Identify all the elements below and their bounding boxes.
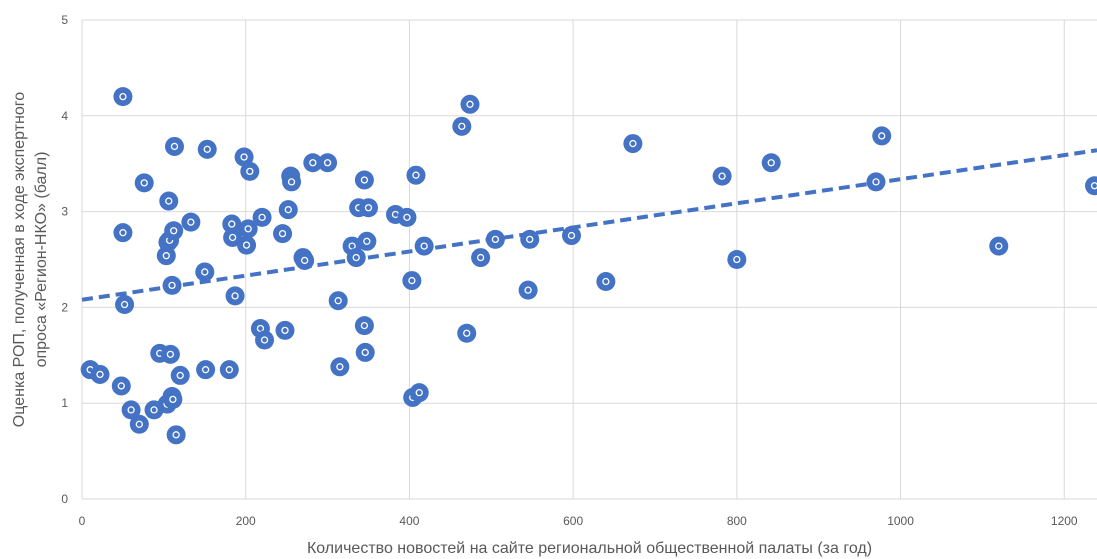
data-point bbox=[727, 250, 747, 269]
x-tick-labels: 0 200 400 600 800 1000 1200 bbox=[79, 514, 1078, 528]
x-tick-label: 0 bbox=[79, 514, 86, 528]
data-point bbox=[357, 231, 377, 251]
y-tick-label: 1 bbox=[61, 396, 68, 410]
data-point bbox=[354, 170, 374, 190]
data-point bbox=[303, 153, 323, 173]
x-tick-label: 800 bbox=[727, 514, 747, 528]
data-point bbox=[164, 221, 184, 241]
data-point bbox=[163, 389, 183, 409]
data-point bbox=[255, 330, 275, 350]
data-point bbox=[295, 250, 315, 270]
data-point bbox=[121, 400, 141, 420]
x-tick-label: 1200 bbox=[1051, 514, 1078, 528]
data-point bbox=[278, 200, 298, 220]
data-point bbox=[111, 376, 131, 396]
data-point bbox=[195, 262, 215, 282]
data-point bbox=[134, 173, 154, 193]
data-point bbox=[520, 229, 540, 249]
data-point bbox=[596, 272, 616, 292]
data-point bbox=[160, 344, 180, 364]
x-tick-label: 600 bbox=[563, 514, 583, 528]
data-point bbox=[164, 136, 184, 156]
data-point bbox=[219, 360, 239, 380]
data-point bbox=[113, 223, 133, 243]
y-tick-label: 5 bbox=[61, 13, 68, 27]
data-point bbox=[358, 198, 378, 218]
data-point bbox=[170, 365, 190, 385]
data-point bbox=[355, 342, 375, 362]
data-point bbox=[402, 271, 422, 291]
data-point bbox=[237, 235, 257, 255]
y-tick-labels: 0 1 2 3 4 5 bbox=[61, 13, 68, 506]
data-point bbox=[485, 229, 505, 249]
trendline-group bbox=[81, 148, 1097, 302]
data-point bbox=[223, 227, 243, 247]
data-point bbox=[561, 226, 581, 246]
y-tick-label: 2 bbox=[61, 300, 68, 314]
data-point bbox=[471, 248, 491, 268]
data-point bbox=[282, 172, 302, 192]
data-point bbox=[397, 207, 417, 227]
data-point bbox=[222, 214, 242, 234]
data-point bbox=[318, 153, 338, 173]
y-axis-title: Оценка РОП, полученная в ходе экспертног… bbox=[11, 92, 50, 427]
data-point bbox=[162, 275, 182, 295]
data-point bbox=[872, 126, 892, 146]
x-tick-label: 1000 bbox=[887, 514, 914, 528]
data-point bbox=[761, 153, 781, 173]
data-point bbox=[328, 291, 348, 311]
data-point bbox=[275, 320, 295, 340]
data-point bbox=[273, 224, 293, 244]
data-point bbox=[252, 207, 272, 227]
y-tick-label: 3 bbox=[61, 205, 68, 219]
y-tick-label: 4 bbox=[61, 109, 68, 123]
x-axis-title: Количество новостей на сайте регионально… bbox=[307, 540, 872, 557]
data-point bbox=[346, 248, 366, 268]
data-point bbox=[90, 364, 110, 384]
data-point bbox=[457, 323, 477, 343]
data-point bbox=[1085, 176, 1097, 196]
data-point bbox=[452, 116, 472, 136]
data-point bbox=[238, 219, 258, 239]
data-point bbox=[712, 166, 732, 186]
x-tick-label: 200 bbox=[236, 514, 256, 528]
data-point bbox=[330, 357, 350, 377]
data-point bbox=[414, 236, 434, 256]
data-point bbox=[989, 236, 1009, 256]
data-points bbox=[80, 87, 1097, 445]
data-point bbox=[866, 172, 886, 192]
y-axis-title-line-1: Оценка РОП, полученная в ходе экспертног… bbox=[11, 92, 28, 427]
trendline bbox=[81, 148, 1097, 302]
data-point bbox=[518, 280, 538, 300]
data-point bbox=[460, 94, 480, 114]
gridlines bbox=[81, 19, 1097, 500]
data-point bbox=[406, 165, 426, 185]
x-tick-label: 400 bbox=[399, 514, 419, 528]
data-point bbox=[166, 425, 186, 445]
data-point bbox=[234, 147, 254, 167]
y-axis-title-line-2: опроса «Регион-НКО» (балл) bbox=[33, 152, 50, 368]
data-point bbox=[225, 286, 245, 306]
data-point bbox=[115, 295, 135, 315]
data-point bbox=[113, 87, 133, 107]
data-point bbox=[129, 414, 149, 434]
data-point bbox=[196, 360, 216, 380]
data-point bbox=[354, 316, 374, 336]
y-tick-label: 0 bbox=[61, 492, 68, 506]
data-point bbox=[159, 191, 179, 211]
data-point bbox=[240, 161, 260, 181]
data-point bbox=[409, 383, 429, 403]
data-point bbox=[197, 139, 217, 159]
data-point bbox=[181, 212, 201, 232]
data-point bbox=[623, 134, 643, 154]
